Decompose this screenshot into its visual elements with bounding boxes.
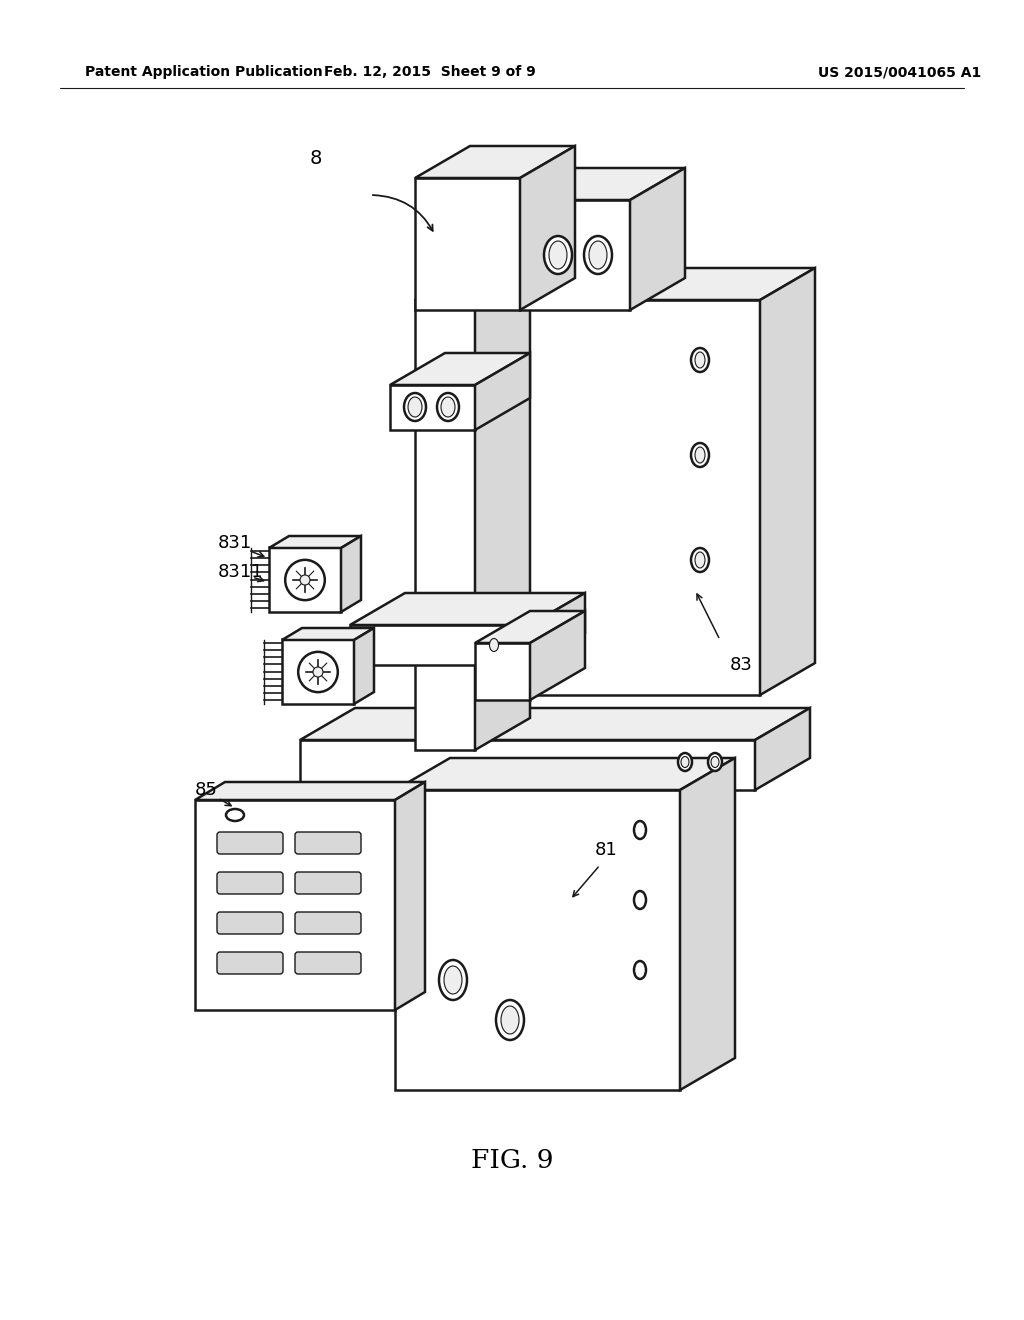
FancyBboxPatch shape [217, 912, 283, 935]
Text: 85: 85 [195, 781, 218, 799]
Ellipse shape [634, 821, 646, 840]
Ellipse shape [286, 560, 325, 601]
Polygon shape [350, 593, 585, 624]
Ellipse shape [489, 639, 499, 652]
Text: FIG. 9: FIG. 9 [471, 1147, 553, 1172]
Polygon shape [460, 268, 815, 300]
Ellipse shape [298, 652, 338, 692]
Polygon shape [395, 758, 735, 789]
Polygon shape [475, 643, 530, 700]
Text: Patent Application Publication: Patent Application Publication [85, 65, 323, 79]
Ellipse shape [634, 891, 646, 909]
Ellipse shape [439, 960, 467, 1001]
Ellipse shape [408, 397, 422, 417]
Ellipse shape [678, 752, 692, 771]
Circle shape [300, 576, 310, 585]
FancyBboxPatch shape [295, 873, 361, 894]
Ellipse shape [444, 966, 462, 994]
Polygon shape [395, 781, 425, 1010]
Polygon shape [395, 789, 680, 1090]
Polygon shape [195, 800, 395, 1010]
Polygon shape [282, 628, 374, 640]
Ellipse shape [226, 809, 244, 821]
Polygon shape [475, 611, 585, 643]
Polygon shape [475, 352, 530, 430]
Polygon shape [300, 741, 755, 789]
Text: 831: 831 [218, 535, 252, 552]
Text: 8: 8 [310, 149, 323, 168]
Polygon shape [195, 781, 425, 800]
Polygon shape [520, 168, 685, 201]
FancyBboxPatch shape [217, 832, 283, 854]
Ellipse shape [695, 352, 705, 368]
Ellipse shape [711, 756, 719, 767]
Ellipse shape [634, 961, 646, 979]
Ellipse shape [695, 447, 705, 463]
Polygon shape [390, 385, 475, 430]
Ellipse shape [584, 236, 612, 275]
FancyBboxPatch shape [295, 952, 361, 974]
Text: 8311: 8311 [218, 564, 263, 581]
Bar [282, 639, 354, 704]
FancyBboxPatch shape [217, 873, 283, 894]
Ellipse shape [441, 397, 455, 417]
Ellipse shape [544, 236, 572, 275]
Polygon shape [475, 268, 530, 750]
Polygon shape [630, 168, 685, 310]
Polygon shape [760, 268, 815, 696]
Text: 83: 83 [730, 656, 753, 675]
Text: US 2015/0041065 A1: US 2015/0041065 A1 [818, 65, 982, 79]
Polygon shape [530, 593, 585, 665]
Bar [269, 546, 341, 612]
Ellipse shape [708, 752, 722, 771]
Ellipse shape [549, 242, 567, 269]
Polygon shape [415, 268, 530, 300]
Polygon shape [341, 536, 361, 612]
Polygon shape [520, 201, 630, 310]
Ellipse shape [691, 548, 709, 572]
Polygon shape [520, 147, 575, 310]
Polygon shape [415, 147, 575, 178]
Polygon shape [300, 708, 810, 741]
Ellipse shape [496, 1001, 524, 1040]
Polygon shape [354, 628, 374, 704]
FancyBboxPatch shape [295, 832, 361, 854]
Polygon shape [680, 758, 735, 1090]
Polygon shape [755, 708, 810, 789]
Ellipse shape [437, 393, 459, 421]
Ellipse shape [404, 393, 426, 421]
Ellipse shape [695, 552, 705, 568]
FancyBboxPatch shape [217, 952, 283, 974]
Ellipse shape [589, 242, 607, 269]
Polygon shape [415, 300, 475, 750]
FancyBboxPatch shape [295, 912, 361, 935]
Polygon shape [460, 300, 760, 696]
Polygon shape [530, 611, 585, 700]
Ellipse shape [691, 348, 709, 372]
Text: 81: 81 [595, 841, 617, 859]
Ellipse shape [681, 756, 689, 767]
Ellipse shape [486, 635, 502, 655]
Ellipse shape [691, 444, 709, 467]
Circle shape [313, 667, 323, 677]
Polygon shape [415, 178, 520, 310]
Ellipse shape [501, 1006, 519, 1034]
Polygon shape [269, 536, 361, 548]
Polygon shape [350, 624, 530, 665]
Text: Feb. 12, 2015  Sheet 9 of 9: Feb. 12, 2015 Sheet 9 of 9 [325, 65, 536, 79]
Polygon shape [390, 352, 530, 385]
